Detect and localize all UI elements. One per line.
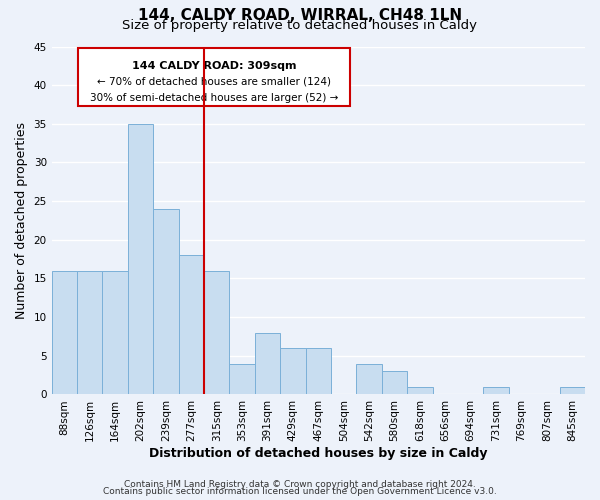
FancyBboxPatch shape [79, 48, 350, 106]
Text: 144, CALDY ROAD, WIRRAL, CH48 1LN: 144, CALDY ROAD, WIRRAL, CH48 1LN [138, 8, 462, 22]
Bar [204, 270, 229, 394]
Bar [103, 270, 128, 394]
Bar [229, 364, 255, 394]
Bar [484, 386, 509, 394]
Bar [128, 124, 153, 394]
X-axis label: Distribution of detached houses by size in Caldy: Distribution of detached houses by size … [149, 447, 488, 460]
Bar [77, 270, 103, 394]
Text: Contains public sector information licensed under the Open Government Licence v3: Contains public sector information licen… [103, 487, 497, 496]
Bar [305, 348, 331, 395]
Bar [255, 332, 280, 394]
Text: 144 CALDY ROAD: 309sqm: 144 CALDY ROAD: 309sqm [132, 61, 296, 71]
Text: ← 70% of detached houses are smaller (124): ← 70% of detached houses are smaller (12… [97, 77, 331, 87]
Text: Contains HM Land Registry data © Crown copyright and database right 2024.: Contains HM Land Registry data © Crown c… [124, 480, 476, 489]
Bar [560, 386, 585, 394]
Bar [52, 270, 77, 394]
Text: 30% of semi-detached houses are larger (52) →: 30% of semi-detached houses are larger (… [90, 93, 338, 103]
Bar [179, 256, 204, 394]
Bar [153, 209, 179, 394]
Bar [356, 364, 382, 394]
Bar [382, 372, 407, 394]
Bar [280, 348, 305, 395]
Bar [407, 386, 433, 394]
Y-axis label: Number of detached properties: Number of detached properties [15, 122, 28, 319]
Text: Size of property relative to detached houses in Caldy: Size of property relative to detached ho… [122, 19, 478, 32]
